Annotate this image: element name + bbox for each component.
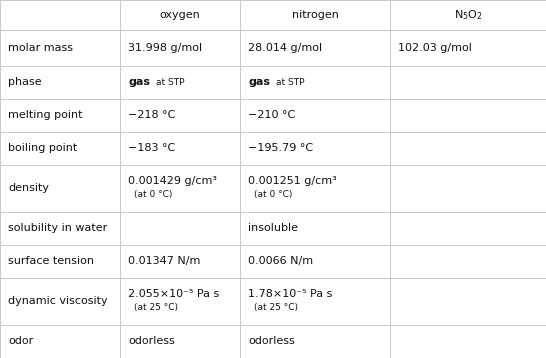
Text: 1.78×10⁻⁵ Pa s: 1.78×10⁻⁵ Pa s (248, 289, 333, 299)
Text: odor: odor (8, 337, 33, 347)
Text: −183 °C: −183 °C (128, 143, 175, 153)
Text: 0.001429 g/cm³: 0.001429 g/cm³ (128, 176, 217, 186)
Text: −218 °C: −218 °C (128, 110, 175, 120)
Text: odorless: odorless (248, 337, 295, 347)
Text: at STP: at STP (156, 78, 185, 87)
Text: dynamic viscosity: dynamic viscosity (8, 296, 108, 306)
Text: −195.79 °C: −195.79 °C (248, 143, 313, 153)
Text: N$_5$O$_2$: N$_5$O$_2$ (454, 8, 483, 22)
Text: 0.001251 g/cm³: 0.001251 g/cm³ (248, 176, 337, 186)
Text: (at 0 °C): (at 0 °C) (134, 190, 172, 199)
Text: solubility in water: solubility in water (8, 223, 107, 233)
Text: (at 25 °C): (at 25 °C) (134, 303, 177, 312)
Text: 0.01347 N/m: 0.01347 N/m (128, 256, 200, 266)
Text: gas: gas (248, 77, 270, 87)
Text: melting point: melting point (8, 110, 82, 120)
Text: (at 0 °C): (at 0 °C) (254, 190, 292, 199)
Text: insoluble: insoluble (248, 223, 298, 233)
Text: 28.014 g/mol: 28.014 g/mol (248, 43, 322, 53)
Text: nitrogen: nitrogen (292, 10, 339, 20)
Text: at STP: at STP (276, 78, 305, 87)
Text: phase: phase (8, 77, 41, 87)
Text: density: density (8, 183, 49, 193)
Text: odorless: odorless (128, 337, 175, 347)
Text: gas: gas (128, 77, 150, 87)
Text: surface tension: surface tension (8, 256, 94, 266)
Text: −210 °C: −210 °C (248, 110, 295, 120)
Text: (at 25 °C): (at 25 °C) (254, 303, 298, 312)
Text: 31.998 g/mol: 31.998 g/mol (128, 43, 202, 53)
Text: boiling point: boiling point (8, 143, 77, 153)
Text: 0.0066 N/m: 0.0066 N/m (248, 256, 313, 266)
Text: molar mass: molar mass (8, 43, 73, 53)
Text: 102.03 g/mol: 102.03 g/mol (399, 43, 472, 53)
Text: 2.055×10⁻⁵ Pa s: 2.055×10⁻⁵ Pa s (128, 289, 219, 299)
Text: oxygen: oxygen (160, 10, 200, 20)
